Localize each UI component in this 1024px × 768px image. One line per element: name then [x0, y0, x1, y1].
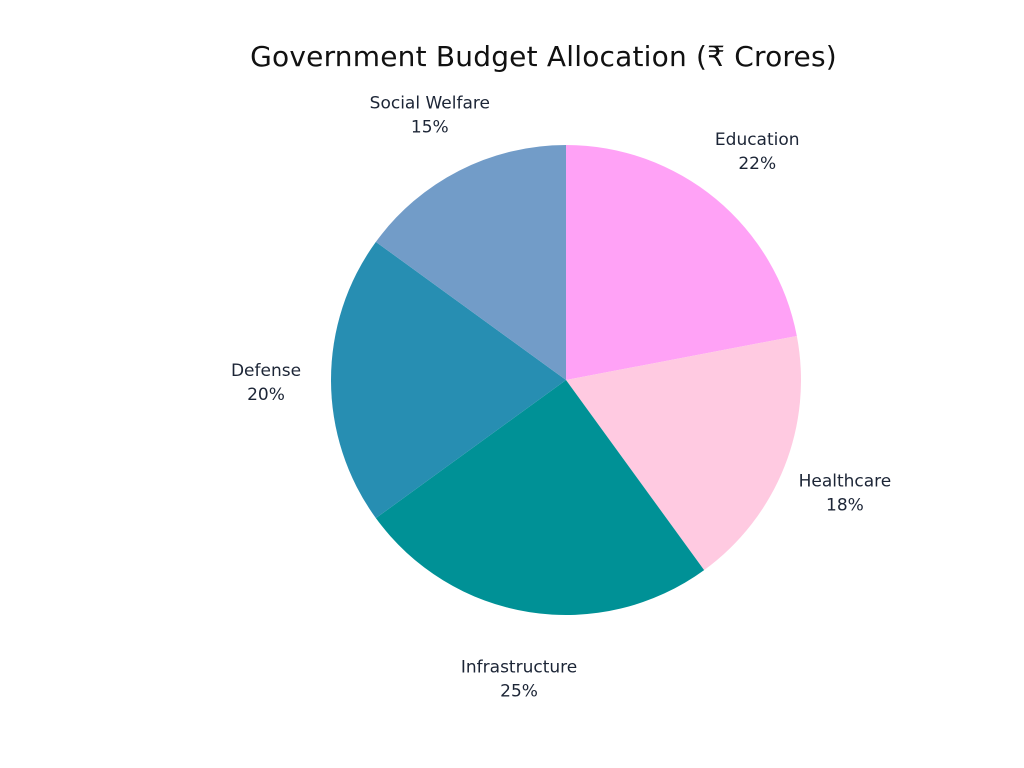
pie-slices [331, 145, 801, 615]
slice-label-education: Education [715, 130, 800, 150]
slice-label-infrastructure: Infrastructure [461, 657, 577, 677]
slice-education [566, 145, 797, 380]
slice-social-welfare [375, 145, 566, 380]
slice-value-label-education: 22% [738, 154, 776, 174]
slice-infrastructure [375, 380, 705, 615]
pie-labels: Education 22% Healthcare 18% Infrastructure 2… [231, 94, 891, 702]
slice-value-label-infrastructure: 25% [500, 681, 538, 701]
slice-value-label-healthcare: 18% [826, 495, 864, 515]
slice-healthcare [566, 335, 801, 571]
slice-defense [331, 241, 566, 519]
slice-value-label-defense: 20% [247, 385, 285, 405]
slice-value-label-social-welfare: 15% [411, 118, 449, 138]
slice-label-social-welfare: Social Welfare [370, 94, 490, 114]
slice-label-defense: Defense [231, 361, 301, 381]
chart-title: Government Budget Allocation (₹ Crores) [250, 40, 837, 73]
slice-label-healthcare: Healthcare [799, 471, 892, 491]
